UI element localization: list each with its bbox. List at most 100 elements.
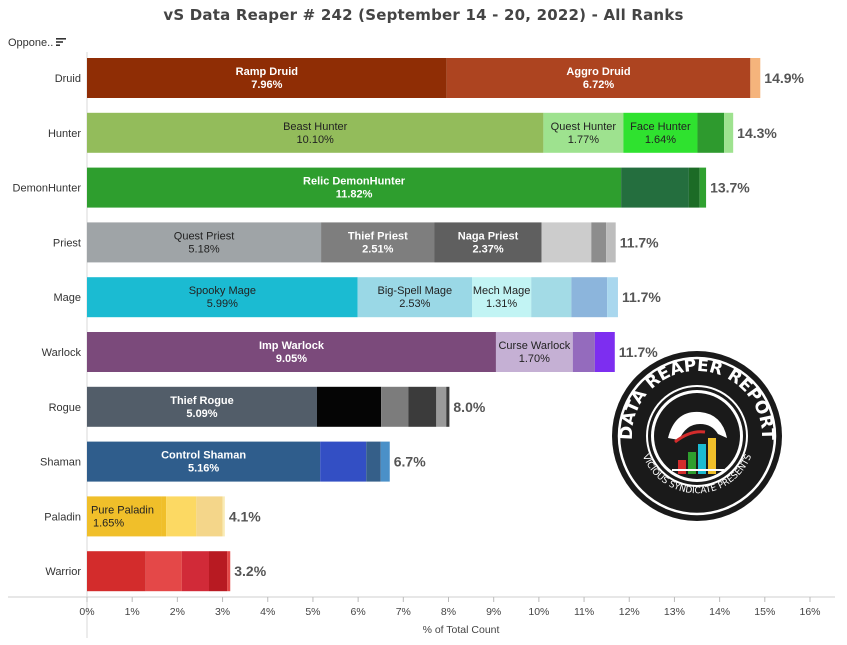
bar-segment[interactable] [320,441,367,482]
bar-segment[interactable] [541,222,592,263]
bar-segment[interactable] [161,496,167,537]
segment-label: Ramp Druid [236,66,298,78]
bar-segment[interactable] [621,167,689,208]
bar-segment[interactable] [87,112,544,153]
x-tick-label: 12% [619,606,640,618]
bar-segment[interactable] [724,112,734,153]
segment-value-label: 2.53% [399,298,430,310]
bar-segment[interactable] [594,332,615,372]
segment-value-label: 2.51% [362,243,393,255]
bar-segment[interactable] [87,332,496,372]
segment-label: Quest Hunter [551,121,617,133]
segment-label: Thief Rogue [170,395,234,407]
bar-segment[interactable] [408,386,437,427]
segment-value-label: 5.16% [188,463,219,475]
bar-segment[interactable] [227,551,231,592]
bar-segment[interactable] [87,277,358,318]
bar-segment[interactable] [317,386,382,427]
segment-value-label: 9.05% [276,353,307,365]
bar-segment[interactable] [591,222,607,263]
segment-label: Naga Priest [458,230,519,242]
bar-segment[interactable] [543,112,624,153]
segment-label: Face Hunter [630,121,691,133]
x-tick-label: 4% [260,606,275,618]
bar-segment[interactable] [381,386,409,427]
bar-segment[interactable] [357,277,472,318]
bar-segment[interactable] [606,222,616,263]
bar-segment[interactable] [166,496,197,537]
segment-value-label: 10.10% [297,134,335,146]
bar-segment[interactable] [209,551,228,592]
bar-segment[interactable] [87,58,447,98]
segment-label: Relic DemonHunter [303,176,406,188]
segment-label: Big-Spell Mage [378,285,453,297]
x-axis: 0% 1% 2% 3% 4% 5% 6% 7% 8% 9% 10% 11% 12% 13% 14% 15% 16… [79,597,821,636]
category-label: Druid [55,73,81,85]
total-label: 14.9% [764,70,804,86]
bar-segment[interactable] [750,58,761,98]
x-tick-label: 6% [351,606,366,618]
segment-label: Mech Mage [473,285,530,297]
bar-segment[interactable] [87,496,162,537]
bar-segment[interactable] [623,112,698,153]
bar-segment[interactable] [572,332,595,372]
x-tick-label: 2% [170,606,185,618]
bar-segment[interactable] [380,441,390,482]
bar-segment[interactable] [436,386,447,427]
bar-segment[interactable] [321,222,435,263]
bar-segment[interactable] [366,441,381,482]
bar-segment[interactable] [87,441,321,482]
total-label: 8.0% [453,399,485,415]
total-label: 4.1% [229,508,261,524]
segment-label: Control Shaman [161,450,246,462]
bar-segment[interactable] [607,277,618,318]
segment-label: Quest Priest [174,230,235,242]
x-tick-label: 10% [528,606,549,618]
segment-label: Curse Warlock [498,340,570,352]
segment-value-label: 5.09% [186,408,217,420]
bar-segment[interactable] [697,112,725,153]
x-tick-label: 14% [709,606,730,618]
bar-segment[interactable] [531,277,572,318]
bar-segment[interactable] [688,167,700,208]
bar-segment[interactable] [87,551,146,592]
category-label: Warrior [45,566,81,578]
bar-segment[interactable] [446,386,450,427]
segment-value-label: 5.99% [207,298,238,310]
segment-value-label: 7.96% [251,79,282,91]
bar-segment[interactable] [446,58,751,98]
bar-segment[interactable] [87,167,622,208]
segment-value-label: 5.18% [188,243,219,255]
segment-value-label: 1.65% [93,517,124,529]
total-label: 11.7% [620,234,659,250]
bar-segment[interactable] [181,551,210,592]
segment-value-label: 11.82% [336,189,373,201]
x-tick-label: 7% [396,606,411,618]
bar-segment[interactable] [196,496,223,537]
total-label: 14.3% [737,125,777,141]
reaper-logo-icon: DATA REAPER REPORT VICIOUS SYNDICATE PRE… [612,351,782,521]
segment-value-label: 1.31% [486,298,517,310]
bar-segment[interactable] [87,386,318,427]
bar-segment[interactable] [222,496,225,537]
bar-segment[interactable] [145,551,182,592]
x-tick-label: 8% [441,606,456,618]
bar-segment[interactable] [699,167,707,208]
chart-title: vS Data Reaper # 242 (September 14 - 20,… [163,6,684,24]
bar-segment[interactable] [434,222,542,263]
x-axis-title: % of Total Count [423,624,500,636]
category-label: Paladin [44,511,81,523]
sort-icon[interactable] [55,36,67,48]
bar-segment[interactable] [471,277,532,318]
x-tick-label: 11% [574,606,594,618]
bar-segment[interactable] [87,222,322,263]
bar-segment[interactable] [571,277,608,318]
opponent-column-header[interactable]: Oppone.. [8,37,54,49]
segment-value-label: 1.70% [519,353,550,365]
category-label: Rogue [49,402,81,414]
bar-segment[interactable] [495,332,573,372]
x-tick-label: 15% [754,606,775,618]
segment-label: Pure Paladin [91,504,154,516]
x-tick-label: 1% [125,606,140,618]
